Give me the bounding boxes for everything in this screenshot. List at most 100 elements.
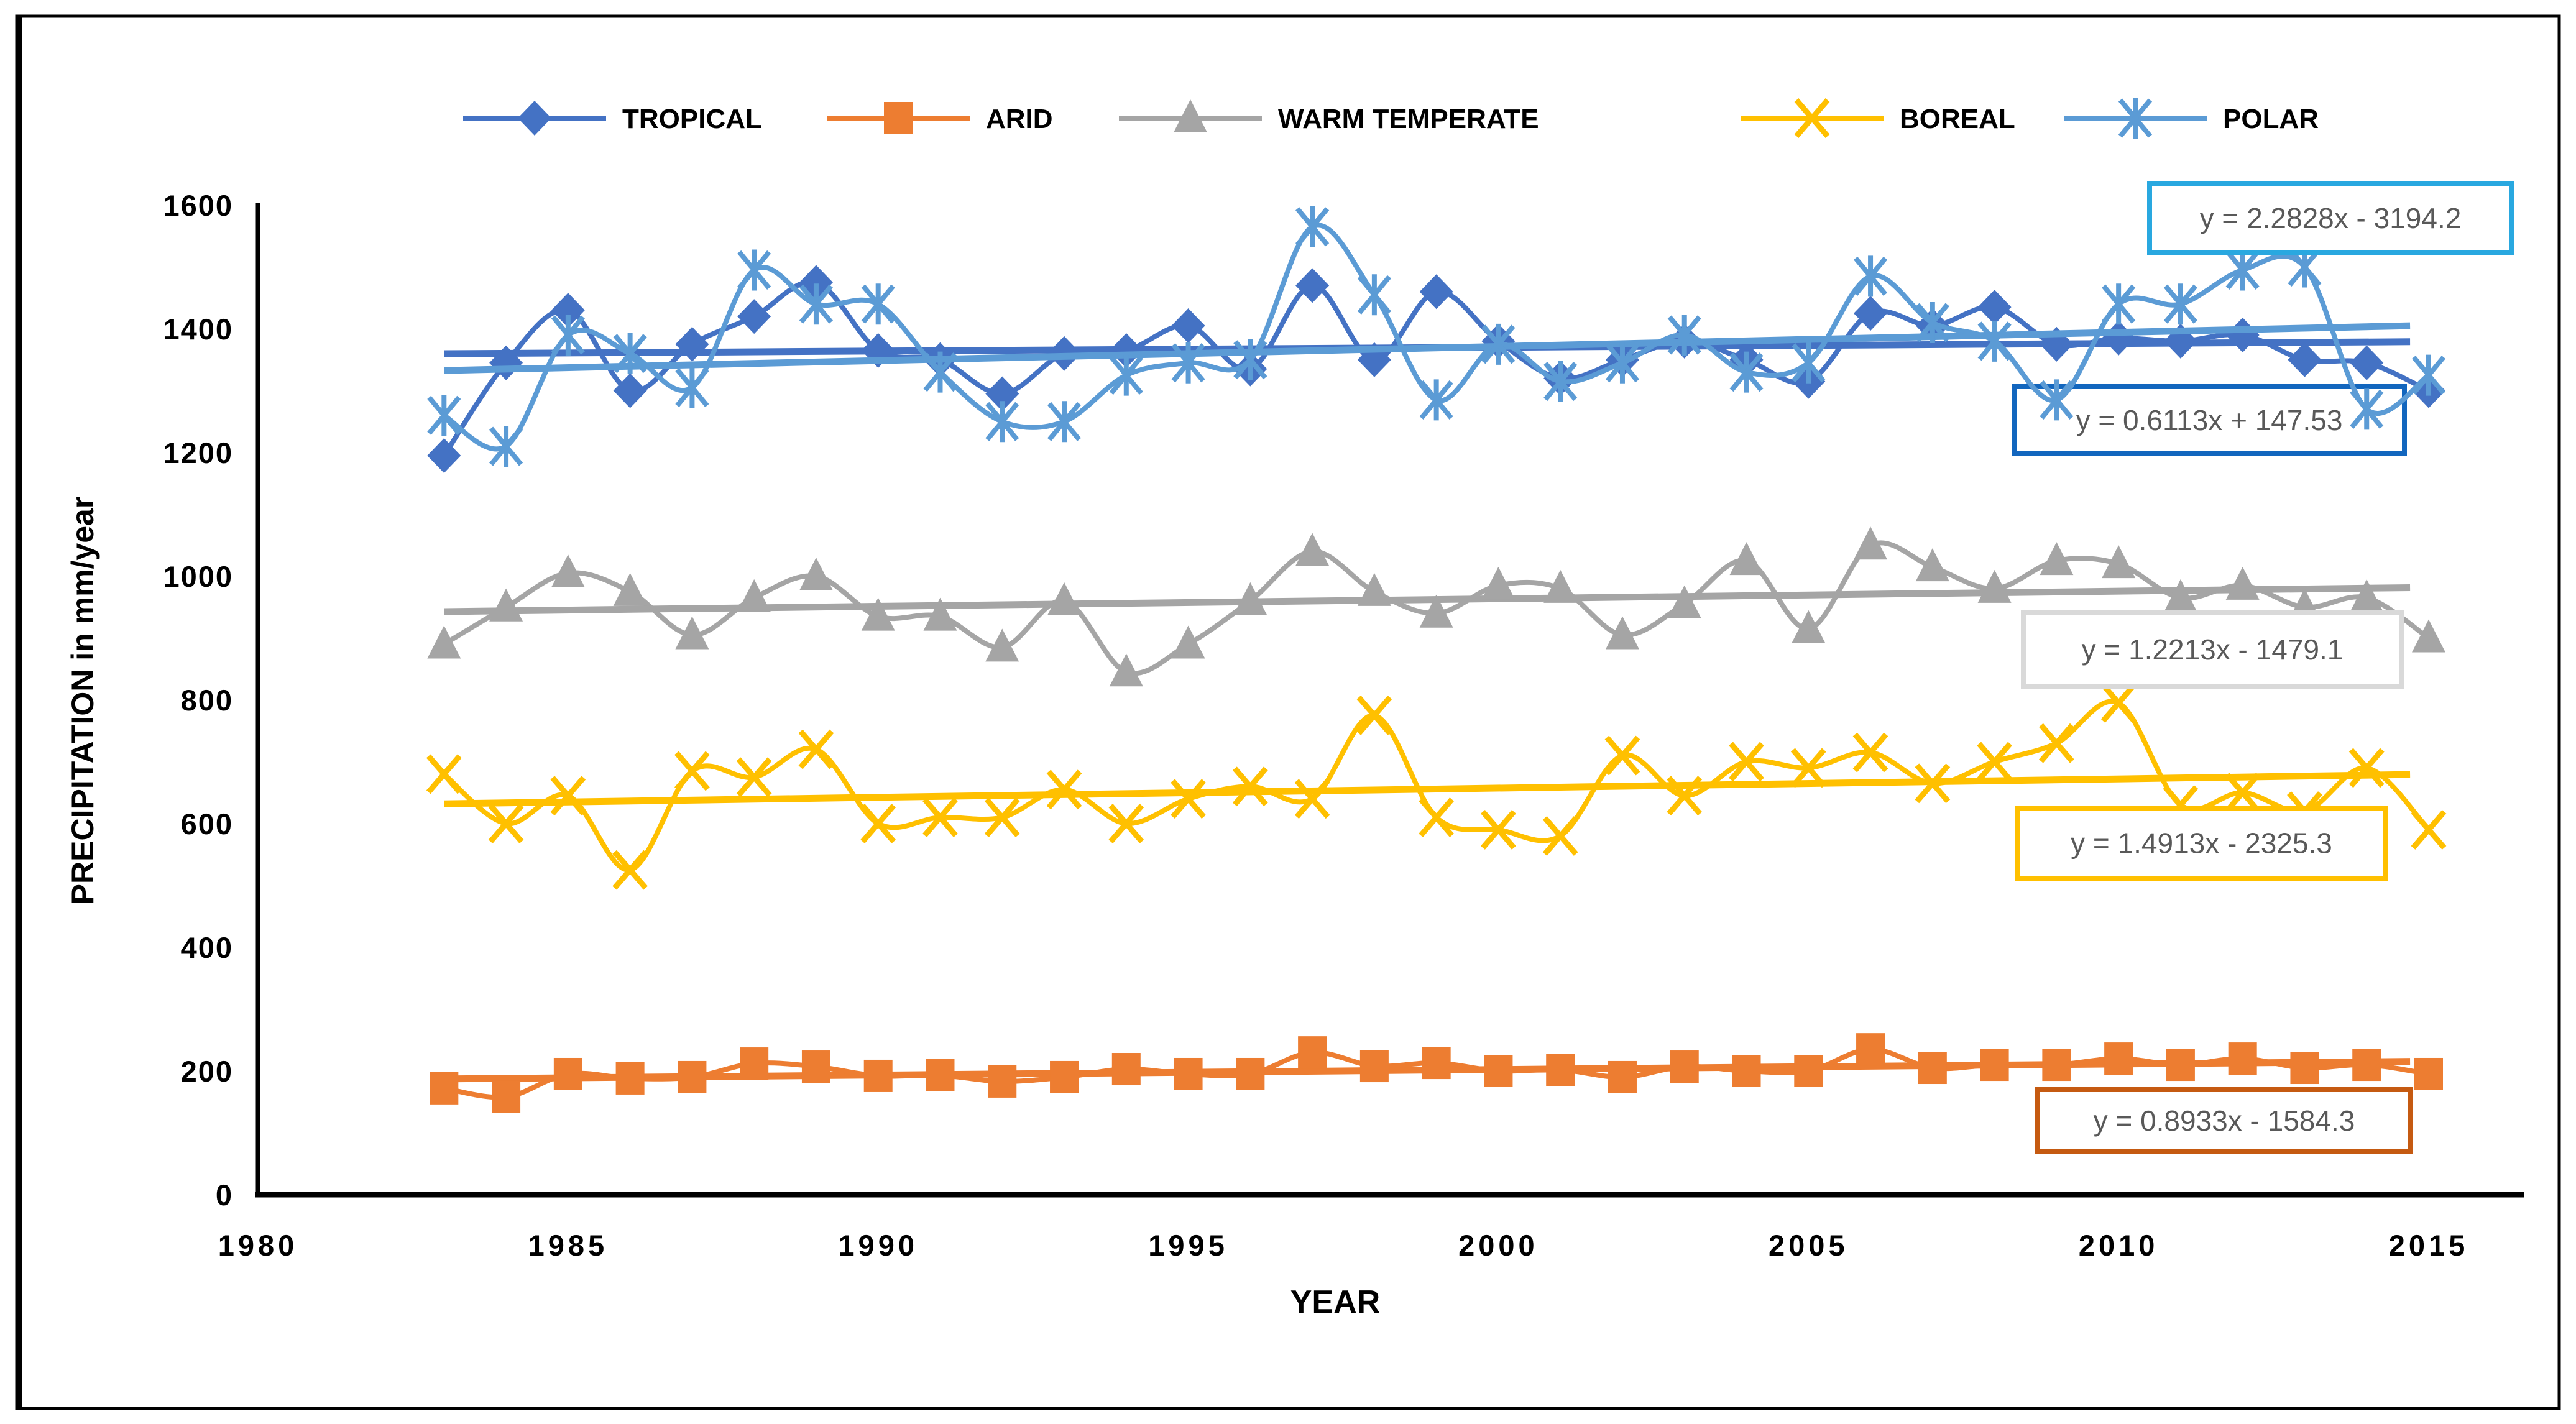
- asterisk-marker: [1109, 354, 1143, 396]
- trendline-boreal[interactable]: [444, 771, 2411, 807]
- triangle-marker: [1977, 569, 2012, 603]
- square-marker: [2104, 1042, 2133, 1075]
- asterisk-marker: [551, 314, 585, 356]
- legend-triangle-icon: [1174, 99, 1207, 132]
- asterisk-marker: [737, 249, 771, 291]
- y-tick-label: 1000: [163, 560, 233, 593]
- legend-item-tropical[interactable]: TROPICAL: [463, 101, 762, 136]
- series-boreal[interactable]: [426, 683, 2447, 890]
- legend-label: TROPICAL: [622, 104, 762, 134]
- x-tick-label: 2000: [1458, 1229, 1539, 1262]
- asterisk-marker: [1419, 379, 1453, 421]
- triangle-marker: [1854, 526, 1888, 560]
- x-marker: [2411, 810, 2447, 850]
- square-marker: [801, 1050, 830, 1083]
- diamond-marker: [1171, 308, 1205, 344]
- equation-box-boreal[interactable]: y = 1.4913x - 2325.3: [2015, 806, 2388, 881]
- diamond-marker: [737, 299, 771, 334]
- triangle-marker: [1171, 625, 1205, 659]
- x-marker: [1356, 695, 1392, 735]
- triangle-marker: [1357, 572, 1391, 606]
- asterisk-marker: [1729, 351, 1764, 393]
- triangle-marker: [1729, 542, 1764, 576]
- x-tick-label: 1990: [838, 1229, 918, 1262]
- equation-box-warm-temperate[interactable]: y = 1.2213x - 1479.1: [2021, 610, 2404, 689]
- square-marker: [1050, 1060, 1079, 1093]
- triangle-marker: [1233, 582, 1267, 615]
- legend-label: POLAR: [2223, 104, 2319, 134]
- square-marker: [430, 1072, 459, 1105]
- x-marker: [1852, 732, 1888, 773]
- square-marker: [615, 1062, 645, 1095]
- legend-item-boreal[interactable]: BOREAL: [1741, 98, 2015, 138]
- x-marker: [798, 729, 834, 769]
- series-arid[interactable]: [430, 1033, 2443, 1113]
- equation-label: y = 2.2828x - 3194.2: [2200, 202, 2462, 234]
- asterisk-marker: [2040, 379, 2074, 421]
- x-marker: [1790, 748, 1826, 788]
- legend-label: WARM TEMPERATE: [1278, 104, 1539, 134]
- asterisk-marker: [861, 283, 895, 325]
- square-marker: [553, 1057, 582, 1090]
- equation-box-polar[interactable]: y = 2.2828x - 3194.2: [2147, 181, 2514, 255]
- asterisk-marker: [1543, 361, 1578, 402]
- diamond-marker: [985, 376, 1019, 411]
- asterisk-marker: [2411, 354, 2446, 396]
- equation-label: y = 0.8933x - 1584.3: [2094, 1105, 2355, 1137]
- legend-diamond-icon: [518, 101, 551, 136]
- series-polar[interactable]: [427, 206, 2446, 467]
- legend-square-icon: [884, 102, 913, 134]
- square-marker: [1484, 1055, 1513, 1087]
- x-marker: [1729, 742, 1764, 782]
- legend-item-polar[interactable]: POLAR: [2064, 98, 2319, 139]
- x-tick-label: 2005: [1769, 1229, 1849, 1262]
- legend-item-arid[interactable]: ARID: [827, 102, 1053, 134]
- equation-box-rect: [2021, 610, 2404, 689]
- x-marker: [1604, 735, 1640, 776]
- x-axis-title: YEAR: [1290, 1284, 1380, 1320]
- square-marker: [2042, 1049, 2071, 1082]
- polar-equation-box-layer: y = 2.2828x - 3194.2: [2147, 181, 2514, 255]
- diamond-marker: [551, 293, 585, 328]
- x-marker: [1977, 742, 2013, 782]
- y-tick-label: 1200: [163, 436, 233, 469]
- diamond-marker: [2350, 345, 2384, 380]
- asterisk-marker: [1605, 342, 1640, 384]
- asterisk-marker: [427, 395, 461, 436]
- trendline-polar[interactable]: [444, 322, 2411, 374]
- asterisk-marker: [985, 401, 1019, 443]
- x-tick-label: 1985: [528, 1229, 609, 1262]
- y-tick-label: 400: [181, 931, 233, 964]
- polar-series-layer: [427, 206, 2446, 467]
- square-marker: [2414, 1057, 2443, 1090]
- series-warm-temperate[interactable]: [427, 526, 2445, 687]
- equation-box-arid[interactable]: y = 0.8933x - 1584.3: [2035, 1087, 2413, 1154]
- x-marker: [674, 751, 710, 791]
- triangle-marker: [675, 616, 709, 650]
- trendline-warm-temperate[interactable]: [444, 584, 2411, 615]
- diamond-marker: [613, 373, 647, 408]
- triangle-marker: [1419, 594, 1453, 628]
- triangle-marker: [737, 579, 771, 612]
- triangle-marker: [613, 572, 647, 606]
- figure-border: [15, 14, 2561, 1410]
- asterisk-marker: [2102, 283, 2136, 325]
- square-marker: [1608, 1060, 1637, 1093]
- y-axis-title: PRECIPITATION in mm/year: [65, 497, 100, 905]
- square-marker: [1236, 1057, 1265, 1090]
- square-marker: [2352, 1049, 2381, 1082]
- asterisk-marker: [1233, 339, 1267, 380]
- y-tick-label: 0: [216, 1178, 233, 1211]
- diamond-marker: [1977, 290, 2012, 325]
- diamond-marker: [1419, 274, 1453, 310]
- square-marker: [1174, 1057, 1203, 1090]
- x-marker: [1294, 779, 1330, 819]
- asterisk-marker: [1792, 342, 1826, 384]
- legend-item-warm-temperate[interactable]: WARM TEMPERATE: [1119, 99, 1539, 134]
- equation-box-tropical[interactable]: y = 0.6113x + 147.53: [2012, 384, 2407, 456]
- square-marker: [988, 1065, 1017, 1098]
- asterisk-marker: [1047, 401, 1082, 443]
- asterisk-marker: [2350, 388, 2384, 430]
- x-marker: [1171, 779, 1206, 819]
- x-marker: [426, 754, 462, 794]
